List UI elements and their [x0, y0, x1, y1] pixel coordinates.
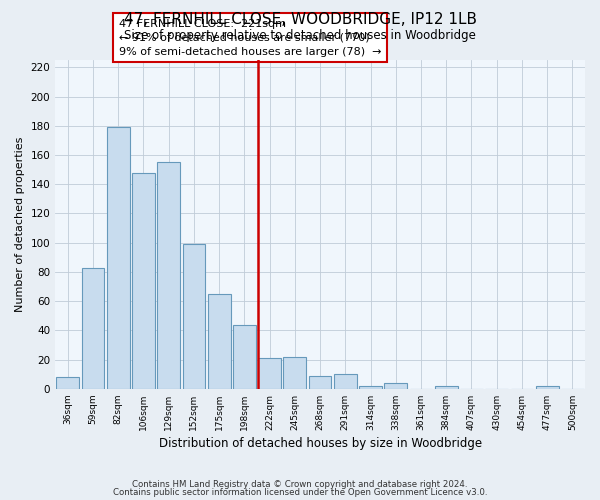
Bar: [157, 162, 180, 389]
Bar: [107, 127, 130, 389]
Bar: [359, 386, 382, 389]
Y-axis label: Number of detached properties: Number of detached properties: [15, 136, 25, 312]
Text: Contains public sector information licensed under the Open Government Licence v3: Contains public sector information licen…: [113, 488, 487, 497]
Bar: [208, 294, 230, 389]
Bar: [435, 386, 458, 389]
Bar: [182, 244, 205, 389]
Bar: [82, 268, 104, 389]
Bar: [233, 324, 256, 389]
Bar: [334, 374, 356, 389]
Bar: [283, 356, 306, 389]
Text: Contains HM Land Registry data © Crown copyright and database right 2024.: Contains HM Land Registry data © Crown c…: [132, 480, 468, 489]
Bar: [56, 377, 79, 389]
Bar: [536, 386, 559, 389]
Text: Size of property relative to detached houses in Woodbridge: Size of property relative to detached ho…: [124, 29, 476, 42]
Text: 47 FERNHILL CLOSE:  221sqm
← 91% of detached houses are smaller (770)
9% of semi: 47 FERNHILL CLOSE: 221sqm ← 91% of detac…: [119, 18, 381, 57]
Text: 47, FERNHILL CLOSE, WOODBRIDGE, IP12 1LB: 47, FERNHILL CLOSE, WOODBRIDGE, IP12 1LB: [124, 12, 476, 28]
Bar: [309, 376, 331, 389]
Bar: [132, 172, 155, 389]
X-axis label: Distribution of detached houses by size in Woodbridge: Distribution of detached houses by size …: [158, 437, 482, 450]
Bar: [258, 358, 281, 389]
Bar: [385, 383, 407, 389]
